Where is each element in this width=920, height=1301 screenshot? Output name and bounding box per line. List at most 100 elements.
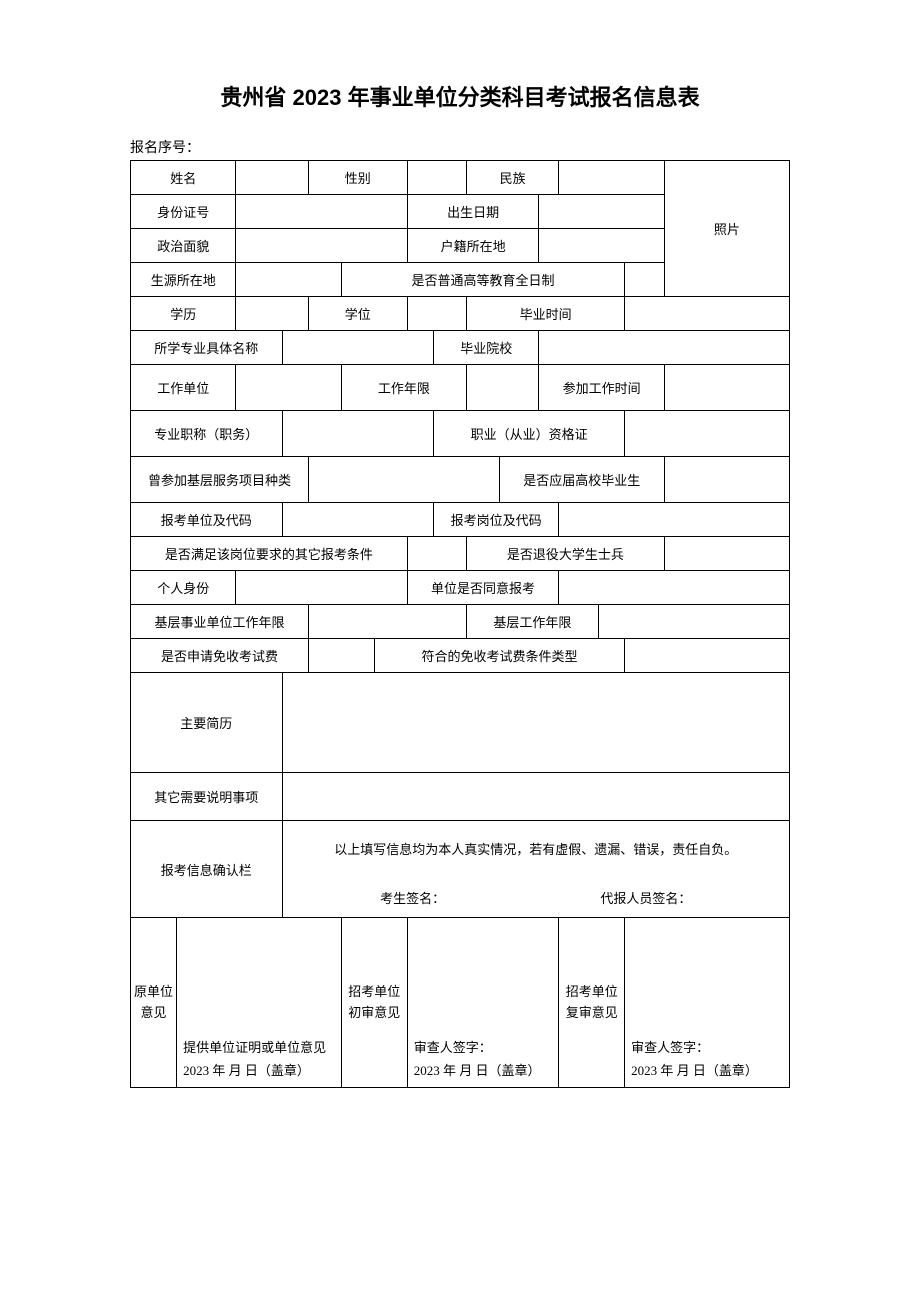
label-work-unit: 工作单位 (131, 365, 236, 411)
signature-line: 考生签名： 代报人员签名： (303, 888, 769, 907)
label-fee-waiver-type: 符合的免收考试费条件类型 (374, 639, 624, 673)
label-education: 学历 (131, 297, 236, 331)
label-name: 姓名 (131, 161, 236, 195)
table-row: 姓名 性别 民族 照片 (131, 161, 790, 195)
date-stamp-text: 2023 年 月 日（盖章） (631, 1060, 783, 1079)
table-row: 工作单位 工作年限 参加工作时间 (131, 365, 790, 411)
value-name (236, 161, 308, 195)
label-ethnicity: 民族 (467, 161, 559, 195)
value-personal-identity (236, 571, 407, 605)
initial-review-cell: 审查人签字： 2023 年 月 日（盖章） (407, 918, 559, 1088)
table-row: 个人身份 单位是否同意报考 (131, 571, 790, 605)
label-apply-unit: 报考单位及代码 (131, 503, 283, 537)
proxy-sign-label: 代报人员签名： (600, 888, 691, 907)
value-grassroots-unit-years (308, 605, 466, 639)
label-other-matters: 其它需要说明事项 (131, 773, 283, 821)
value-veteran-student (664, 537, 789, 571)
value-origin-location (236, 263, 341, 297)
value-professional-title (282, 411, 434, 457)
value-birth-date (539, 195, 664, 229)
value-unit-approval (559, 571, 790, 605)
date-stamp-text: 2023 年 月 日（盖章） (183, 1060, 335, 1079)
label-fee-waiver-apply: 是否申请免收考试费 (131, 639, 309, 673)
label-vocational-cert: 职业（从业）资格证 (434, 411, 625, 457)
value-ethnicity (559, 161, 664, 195)
label-unit-approval: 单位是否同意报考 (407, 571, 559, 605)
table-row: 是否申请免收考试费 符合的免收考试费条件类型 (131, 639, 790, 673)
value-work-unit (236, 365, 341, 411)
table-row: 学历 学位 毕业时间 (131, 297, 790, 331)
label-grad-time: 毕业时间 (467, 297, 625, 331)
declaration-text: 以上填写信息均为本人真实情况，若有虚假、遗漏、错误，责任自负。 (303, 839, 769, 858)
final-review-cell: 审查人签字： 2023 年 月 日（盖章） (625, 918, 790, 1088)
value-id-number (236, 195, 407, 229)
value-other-matters (282, 773, 789, 821)
label-apply-position: 报考岗位及代码 (434, 503, 559, 537)
table-row: 曾参加基层服务项目种类 是否应届高校毕业生 (131, 457, 790, 503)
value-grad-school (539, 331, 790, 365)
value-vocational-cert (625, 411, 790, 457)
value-other-conditions (407, 537, 466, 571)
label-grassroots-unit-years: 基层事业单位工作年限 (131, 605, 309, 639)
table-row: 基层事业单位工作年限 基层工作年限 (131, 605, 790, 639)
table-row: 报考单位及代码 报考岗位及代码 (131, 503, 790, 537)
date-stamp-text: 2023 年 月 日（盖章） (414, 1060, 553, 1079)
value-grad-time (625, 297, 790, 331)
label-degree: 学位 (308, 297, 407, 331)
value-gender (407, 161, 466, 195)
label-fresh-graduate: 是否应届高校毕业生 (499, 457, 664, 503)
value-apply-position (559, 503, 790, 537)
label-work-years: 工作年限 (341, 365, 466, 411)
label-grad-school: 毕业院校 (434, 331, 539, 365)
label-gender: 性别 (308, 161, 407, 195)
table-row: 是否满足该岗位要求的其它报考条件 是否退役大学生士兵 (131, 537, 790, 571)
value-grassroots-work-years (598, 605, 789, 639)
label-other-conditions: 是否满足该岗位要求的其它报考条件 (131, 537, 408, 571)
serial-number-label: 报名序号： (130, 137, 790, 157)
photo-cell: 照片 (664, 161, 789, 297)
value-join-work-time (664, 365, 789, 411)
label-personal-identity: 个人身份 (131, 571, 236, 605)
label-join-work-time: 参加工作时间 (539, 365, 664, 411)
table-row: 报考信息确认栏 以上填写信息均为本人真实情况，若有虚假、遗漏、错误，责任自负。 … (131, 821, 790, 918)
value-degree (407, 297, 466, 331)
label-veteran-student: 是否退役大学生士兵 (467, 537, 665, 571)
registration-form-table: 姓名 性别 民族 照片 身份证号 出生日期 政治面貌 户籍所在地 生源所在地 是… (130, 160, 790, 1088)
value-apply-unit (282, 503, 434, 537)
label-final-review: 招考单位复审意见 (559, 918, 625, 1088)
label-political-status: 政治面貌 (131, 229, 236, 263)
value-education (236, 297, 308, 331)
label-grassroots-work-years: 基层工作年限 (467, 605, 599, 639)
label-original-unit-opinion: 原单位意见 (131, 918, 177, 1088)
value-major-name (282, 331, 434, 365)
table-row: 所学专业具体名称 毕业院校 (131, 331, 790, 365)
value-fresh-graduate (664, 457, 789, 503)
table-row: 主要简历 (131, 673, 790, 773)
label-resume: 主要简历 (131, 673, 283, 773)
label-confirm-box: 报考信息确认栏 (131, 821, 283, 918)
value-fee-waiver-type (625, 639, 790, 673)
value-grassroots-project (308, 457, 499, 503)
value-fee-waiver-apply (308, 639, 374, 673)
reviewer-sign-label: 审查人签字： (414, 1037, 553, 1056)
value-fulltime-edu (625, 263, 665, 297)
label-grassroots-project: 曾参加基层服务项目种类 (131, 457, 309, 503)
label-household-location: 户籍所在地 (407, 229, 539, 263)
table-row: 其它需要说明事项 (131, 773, 790, 821)
value-political-status (236, 229, 407, 263)
page-title: 贵州省 2023 年事业单位分类科目考试报名信息表 (130, 80, 790, 112)
table-row: 原单位意见 提供单位证明或单位意见 2023 年 月 日（盖章） 招考单位初审意… (131, 918, 790, 1088)
table-row: 专业职称（职务） 职业（从业）资格证 (131, 411, 790, 457)
provide-proof-text: 提供单位证明或单位意见 (183, 1037, 335, 1056)
original-unit-opinion-cell: 提供单位证明或单位意见 2023 年 月 日（盖章） (177, 918, 342, 1088)
value-resume (282, 673, 789, 773)
label-id-number: 身份证号 (131, 195, 236, 229)
label-origin-location: 生源所在地 (131, 263, 236, 297)
label-major-name: 所学专业具体名称 (131, 331, 283, 365)
label-fulltime-edu: 是否普通高等教育全日制 (341, 263, 624, 297)
confirm-content-cell: 以上填写信息均为本人真实情况，若有虚假、遗漏、错误，责任自负。 考生签名： 代报… (282, 821, 789, 918)
label-initial-review: 招考单位初审意见 (341, 918, 407, 1088)
label-birth-date: 出生日期 (407, 195, 539, 229)
value-work-years (467, 365, 539, 411)
label-professional-title: 专业职称（职务） (131, 411, 283, 457)
